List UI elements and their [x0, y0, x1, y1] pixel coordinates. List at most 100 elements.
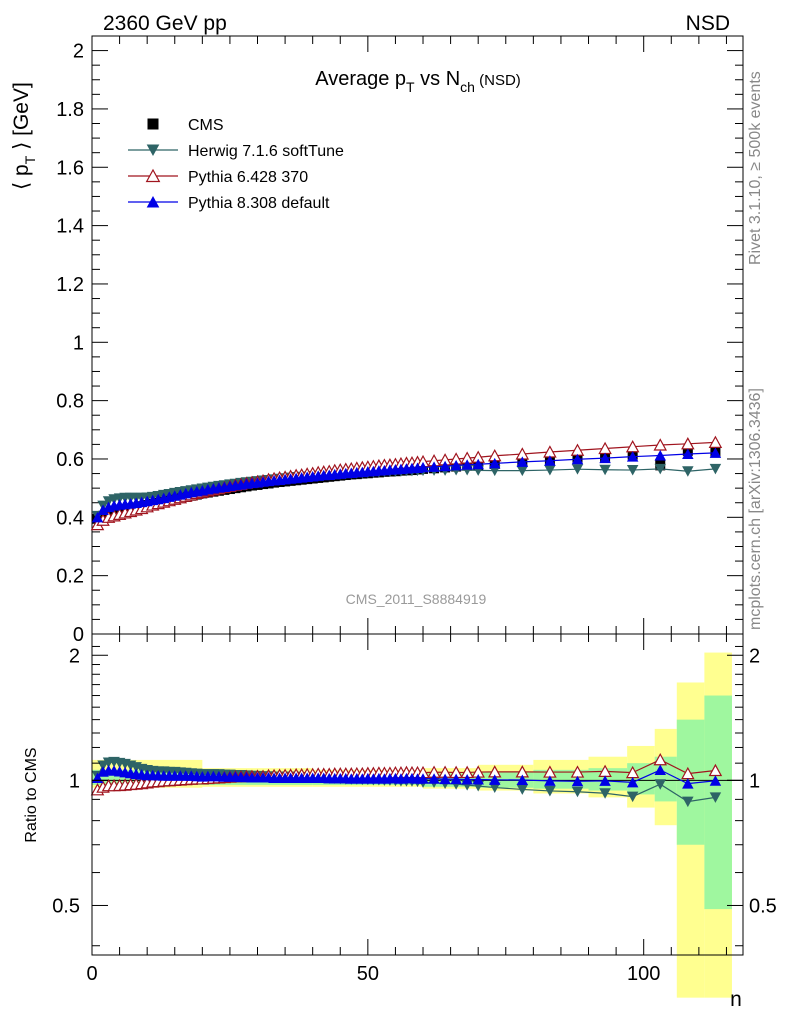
x-axis-label: n: [730, 988, 742, 1011]
ratio-data-point: [682, 778, 694, 789]
main-x-ticks: [91, 36, 727, 634]
data-point: [544, 465, 556, 476]
ratio-y-tick-label: 0.5: [52, 895, 80, 917]
ratio-y-ticks: 0.5 1 2 0.5 1 2: [52, 645, 777, 947]
y-tick-label: 0.2: [56, 566, 84, 588]
x-tick-label: 0: [86, 963, 97, 985]
legend-swatch-marker: [147, 118, 159, 130]
y-tick-label: 0.4: [56, 507, 84, 529]
ratio-data-point: [682, 796, 694, 808]
ratio-data-point: [544, 775, 556, 786]
header-left-label: 2360 GeV pp: [103, 12, 227, 35]
data-point: [97, 504, 109, 516]
data-point: [709, 447, 722, 458]
watermark-analysis-id: CMS_2011_S8884919: [346, 591, 487, 607]
x-tick-label: 50: [357, 963, 379, 985]
ratio-data-point: [599, 775, 611, 786]
data-point: [599, 452, 611, 464]
legend-item-pythia-6-428-370: Pythia 6.428 370: [128, 168, 308, 186]
y-tick-label: 0.8: [56, 391, 84, 413]
data-point: [417, 461, 429, 473]
ratio-y-tick-label-right: 0.5: [749, 895, 777, 917]
data-point: [488, 457, 501, 469]
main-series: [90, 435, 723, 531]
legend-swatch-marker: [146, 144, 160, 157]
ratio-panel: 0.5 1 2 0.5 1 2 0 50 100 Ratio to CMS n: [23, 633, 777, 1011]
legend-label: Herwig 7.1.6 softTune: [188, 143, 344, 160]
ratio-data-point: [450, 773, 462, 785]
series-pythia-6-428-370: [90, 435, 723, 531]
ratio-y-tick-label-right: 1: [749, 770, 760, 792]
rivet-version-label: Rivet 3.1.10, ≥ 500k events: [747, 71, 764, 265]
legend-label: CMS: [188, 117, 224, 134]
ratio-data-point: [654, 764, 666, 776]
data-point: [450, 459, 462, 471]
y-tick-label: 1: [73, 332, 84, 354]
data-point: [472, 458, 484, 470]
ratio-data-point: [709, 792, 722, 803]
main-y-ticks: 0 0.2 0.4 0.6 0.8 1 1.2 1.4 1.6 1.8 2: [56, 41, 743, 646]
ratio-data-point: [472, 773, 484, 785]
y-tick-label: 0: [73, 624, 84, 646]
ratio-plot-frame: [91, 633, 744, 956]
ratio-data-point: [654, 779, 666, 790]
legend-label: Pythia 8.308 default: [188, 195, 330, 212]
ratio-data-point: [599, 788, 611, 799]
y-tick-label: 1.2: [56, 274, 84, 296]
ratio-series-pythia-8-308-default: [91, 764, 722, 789]
ratio-x-ticks: 0 50 100: [86, 634, 727, 985]
data-point: [516, 465, 529, 477]
y-tick-label: 1.4: [56, 216, 84, 238]
ratio-y-axis-label: Ratio to CMS: [23, 747, 40, 842]
uncertainty-band-inner: [704, 695, 732, 910]
ratio-data-point: [488, 774, 501, 785]
data-point: [439, 460, 451, 472]
ratio-data-point: [626, 791, 639, 803]
header-right-label: NSD: [686, 12, 730, 35]
mcplots-reference-label: mcplots.cern.ch [arXiv:1306.3436]: [747, 388, 764, 630]
ratio-data-point: [439, 773, 451, 785]
ratio-y-tick-label: 1: [69, 770, 80, 792]
ratio-data-point: [571, 775, 584, 787]
data-point: [682, 466, 694, 477]
data-point: [682, 448, 694, 460]
ratio-y-tick-label: 2: [69, 645, 80, 667]
y-tick-label: 1.8: [56, 99, 84, 121]
y-tick-label: 0.6: [56, 449, 84, 471]
y-axis-label: ⟨ pT ⟩ [GeV]: [10, 82, 38, 190]
data-point: [653, 438, 668, 451]
main-panel: 0 0.2 0.4 0.6 0.8 1 1.2 1.4 1.6 1.8 2 Average pT v…: [10, 35, 744, 646]
ratio-data-point: [626, 776, 639, 788]
data-point: [544, 455, 556, 466]
data-point: [516, 456, 529, 467]
legend-item-cms: CMS: [147, 117, 224, 134]
ratio-series: [90, 752, 723, 808]
data-point: [571, 453, 584, 465]
data-point: [428, 461, 440, 472]
data-point: [626, 451, 639, 462]
ratio-data-point: [709, 775, 722, 786]
series-line: [97, 441, 716, 526]
ratio-y-tick-label-right: 2: [749, 645, 760, 667]
data-point: [461, 459, 473, 470]
legend-item-pythia-8-308-default: Pythia 8.308 default: [128, 195, 330, 212]
ratio-data-point: [544, 785, 556, 797]
plot-title: Average pT vs Nch (NSD): [315, 68, 521, 95]
data-point: [91, 511, 104, 523]
data-point: [626, 465, 639, 476]
ratio-data-point: [488, 782, 501, 794]
ratio-data-point: [428, 773, 440, 784]
uncertainty-band-inner: [588, 768, 628, 791]
x-tick-label: 100: [627, 963, 660, 985]
legend-swatch-marker: [146, 195, 160, 208]
y-tick-label: 1.6: [56, 157, 84, 179]
data-point: [654, 463, 666, 475]
ratio-data-point: [417, 773, 429, 784]
series-pythia-8-308-default: [91, 447, 722, 523]
ratio-bands: [92, 652, 732, 998]
ratio-data-point: [461, 773, 473, 785]
legend-swatch-marker: [145, 168, 161, 183]
legend-label: Pythia 6.428 370: [188, 169, 308, 186]
ratio-data-point: [516, 784, 529, 795]
